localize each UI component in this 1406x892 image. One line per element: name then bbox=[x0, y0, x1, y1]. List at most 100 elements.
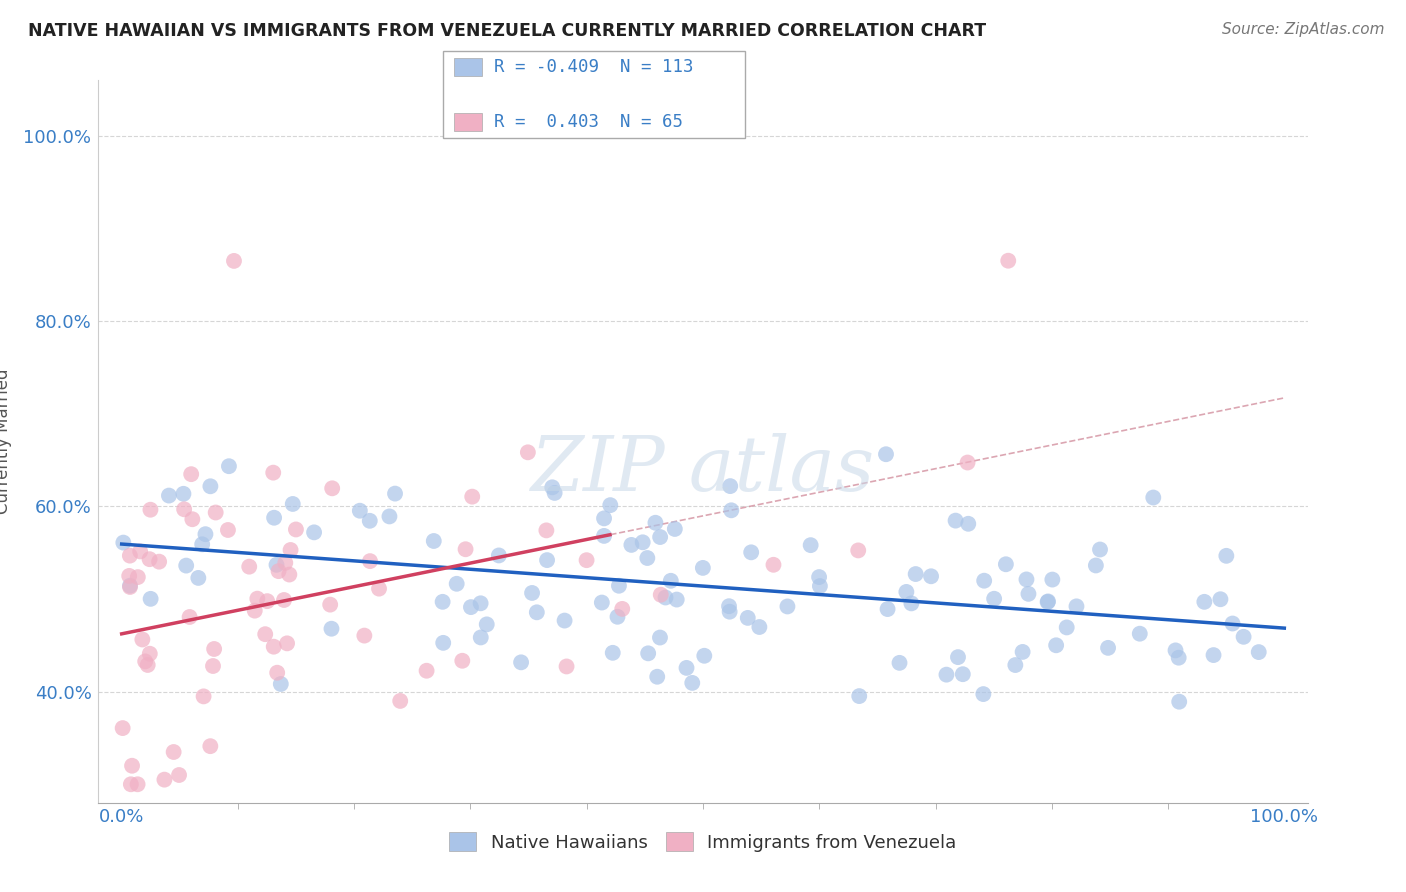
Point bbox=[187, 571, 209, 585]
Point bbox=[148, 555, 170, 569]
Point bbox=[644, 516, 666, 530]
Point bbox=[645, 670, 668, 684]
Text: R =  0.403  N = 65: R = 0.403 N = 65 bbox=[494, 113, 682, 131]
Point bbox=[127, 777, 149, 791]
Point bbox=[606, 609, 628, 624]
Point bbox=[718, 605, 741, 619]
Text: NATIVE HAWAIIAN VS IMMIGRANTS FROM VENEZUELA CURRENTLY MARRIED CORRELATION CHART: NATIVE HAWAIIAN VS IMMIGRANTS FROM VENEZ… bbox=[28, 22, 986, 40]
Point bbox=[256, 594, 278, 608]
Point bbox=[349, 504, 371, 518]
Point bbox=[475, 617, 498, 632]
Point bbox=[281, 497, 304, 511]
Point bbox=[276, 636, 298, 650]
Point bbox=[720, 503, 742, 517]
Point bbox=[139, 502, 162, 516]
Point bbox=[157, 489, 180, 503]
Point bbox=[389, 694, 412, 708]
Point bbox=[1004, 658, 1026, 673]
Point bbox=[718, 479, 741, 493]
Point bbox=[180, 467, 202, 482]
Point bbox=[983, 591, 1005, 606]
Point bbox=[139, 647, 162, 661]
Point bbox=[599, 498, 621, 512]
Point bbox=[460, 600, 482, 615]
Point bbox=[681, 676, 703, 690]
Point bbox=[120, 777, 142, 791]
Point bbox=[179, 610, 201, 624]
Point bbox=[1084, 558, 1107, 573]
Point bbox=[526, 605, 548, 619]
Point bbox=[997, 253, 1019, 268]
Point bbox=[620, 538, 643, 552]
Point bbox=[1247, 645, 1270, 659]
Point bbox=[808, 570, 831, 584]
Point bbox=[270, 677, 292, 691]
Point bbox=[222, 254, 245, 268]
Point bbox=[1129, 626, 1152, 640]
Point bbox=[238, 559, 260, 574]
Point bbox=[274, 556, 297, 570]
Point bbox=[204, 506, 226, 520]
Point bbox=[134, 654, 156, 668]
Point bbox=[263, 640, 285, 654]
Point bbox=[516, 445, 538, 459]
Point bbox=[181, 512, 204, 526]
Point bbox=[246, 591, 269, 606]
Point bbox=[129, 544, 152, 558]
Point bbox=[776, 599, 799, 614]
Point bbox=[284, 523, 307, 537]
Point bbox=[510, 656, 533, 670]
Point bbox=[461, 490, 484, 504]
Point bbox=[1015, 573, 1038, 587]
Point bbox=[454, 542, 477, 557]
Point bbox=[1088, 542, 1111, 557]
Point bbox=[153, 772, 176, 787]
Point bbox=[112, 535, 135, 549]
Point bbox=[194, 527, 217, 541]
Point bbox=[415, 664, 437, 678]
Point bbox=[675, 661, 697, 675]
Point bbox=[650, 530, 672, 544]
Point bbox=[432, 636, 454, 650]
Point bbox=[994, 558, 1017, 572]
Point bbox=[591, 596, 613, 610]
Point bbox=[278, 567, 301, 582]
Point bbox=[693, 648, 716, 663]
Point bbox=[1222, 616, 1244, 631]
Point bbox=[378, 509, 401, 524]
Point bbox=[384, 486, 406, 500]
Point bbox=[593, 511, 616, 525]
Point bbox=[167, 768, 190, 782]
Point bbox=[900, 596, 922, 610]
Point bbox=[118, 579, 141, 593]
Point bbox=[1036, 595, 1059, 609]
Point bbox=[637, 646, 659, 660]
Point bbox=[263, 510, 285, 524]
Point bbox=[193, 690, 215, 704]
Point bbox=[1194, 595, 1216, 609]
Point bbox=[956, 456, 979, 470]
Point bbox=[659, 574, 682, 588]
Point bbox=[131, 632, 153, 647]
Point bbox=[543, 486, 565, 500]
Point bbox=[636, 551, 658, 566]
Point bbox=[536, 553, 558, 567]
Point bbox=[1017, 587, 1039, 601]
Point bbox=[748, 620, 770, 634]
Point bbox=[654, 591, 676, 605]
Text: ZIP atlas: ZIP atlas bbox=[531, 434, 875, 508]
Point bbox=[957, 516, 980, 531]
Point bbox=[451, 654, 474, 668]
Point bbox=[163, 745, 186, 759]
Point bbox=[1167, 650, 1189, 665]
Point bbox=[200, 739, 222, 754]
Point bbox=[541, 480, 564, 494]
Point bbox=[111, 721, 134, 735]
Point bbox=[266, 665, 288, 680]
Point bbox=[172, 487, 194, 501]
Legend: Native Hawaiians, Immigrants from Venezuela: Native Hawaiians, Immigrants from Venezu… bbox=[441, 825, 965, 859]
Point bbox=[273, 593, 295, 607]
Point bbox=[808, 579, 831, 593]
Point bbox=[554, 614, 576, 628]
Point bbox=[904, 567, 927, 582]
